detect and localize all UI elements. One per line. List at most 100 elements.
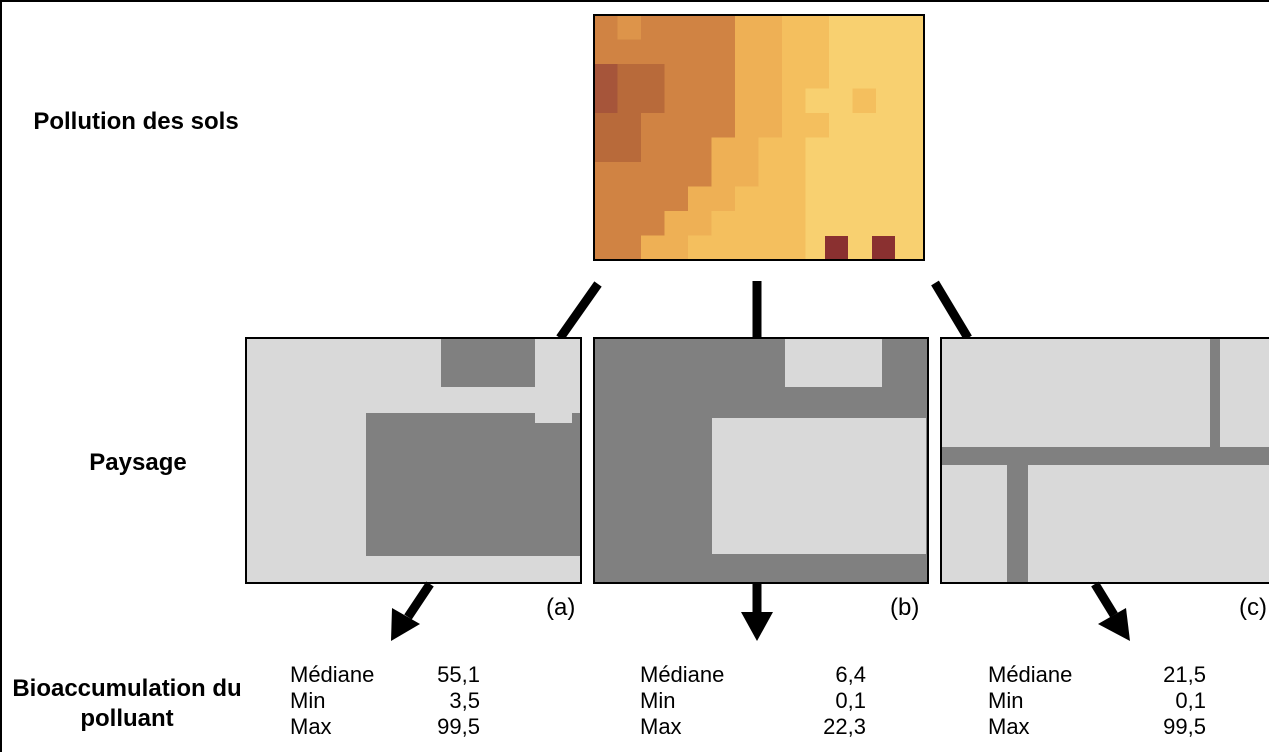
pollution-cell <box>641 186 666 212</box>
pollution-cell <box>829 186 854 212</box>
row-label-paysage: Paysage <box>89 449 187 476</box>
pollution-cell <box>852 39 877 65</box>
pollution-cell <box>688 162 713 188</box>
pollution-cell <box>735 211 760 237</box>
connector-line-a <box>556 281 602 341</box>
landscape-panel-b <box>593 337 929 584</box>
pollution-cell <box>758 162 783 188</box>
pollution-cell <box>758 137 783 163</box>
pollution-cell <box>617 211 642 237</box>
pollution-cell <box>641 162 666 188</box>
stat-label: Min <box>290 688 326 713</box>
pollution-cell <box>594 15 619 41</box>
pollution-cell <box>617 235 642 261</box>
pollution-cell <box>899 39 924 65</box>
pollution-cell <box>805 64 830 90</box>
pollution-cell <box>688 211 713 237</box>
pollution-cell <box>735 235 760 261</box>
pollution-cell <box>899 162 924 188</box>
pollution-cell <box>805 15 830 41</box>
pollution-cell <box>664 211 689 237</box>
stat-row-min: Min 3,5 <box>290 688 530 714</box>
pollution-cell <box>782 235 807 261</box>
pollution-cell <box>594 64 619 90</box>
pollution-cell <box>782 64 807 90</box>
panel-letter-c: (c) <box>1239 594 1267 621</box>
pollution-cell <box>711 162 736 188</box>
pollution-cell <box>664 39 689 65</box>
pollution-cell <box>594 162 619 188</box>
pollution-cell <box>852 64 877 90</box>
pollution-cell <box>594 39 619 65</box>
pollution-cell <box>805 211 830 237</box>
pollution-cell <box>617 39 642 65</box>
pollution-cell <box>594 137 619 163</box>
pollution-cell <box>664 137 689 163</box>
stat-label: Médiane <box>290 662 375 687</box>
pollution-cell <box>782 186 807 212</box>
stats-block-c: Médiane 21,5 Min 0,1 Max 99,5 <box>988 662 1228 740</box>
pollution-cell <box>688 64 713 90</box>
stat-row-min: Min 0,1 <box>988 688 1228 714</box>
stat-label: Médiane <box>988 662 1073 687</box>
pollution-cell <box>805 186 830 212</box>
pollution-cell <box>758 211 783 237</box>
pollution-hotspot <box>825 236 848 259</box>
pollution-cell <box>664 88 689 114</box>
pollution-cell <box>899 15 924 41</box>
pollution-cell <box>805 88 830 114</box>
pollution-cell <box>641 39 666 65</box>
pollution-cell <box>829 162 854 188</box>
pollution-map-border <box>593 14 925 261</box>
pollution-cell <box>711 186 736 212</box>
row-label-pollution: Pollution des sols <box>33 108 239 135</box>
pollution-cell <box>664 64 689 90</box>
landscape-panel-c <box>940 337 1269 584</box>
stat-row-median: Médiane 55,1 <box>290 662 530 688</box>
pollution-cell <box>782 162 807 188</box>
stat-value: 99,5 <box>1163 714 1206 739</box>
pollution-cell <box>852 88 877 114</box>
pollution-cell <box>735 64 760 90</box>
pollution-cell <box>852 137 877 163</box>
pollution-cell <box>594 88 619 114</box>
pollution-cell <box>876 15 901 41</box>
pollution-cell <box>617 64 642 90</box>
stat-row-median: Médiane 6,4 <box>640 662 880 688</box>
pollution-cell <box>735 137 760 163</box>
row-label-bioaccumulation: Bioaccumulation du polluant <box>12 675 242 732</box>
arrow-a <box>391 581 434 641</box>
stat-row-min: Min 0,1 <box>640 688 880 714</box>
stat-value: 99,5 <box>437 714 480 739</box>
pollution-cell <box>688 88 713 114</box>
pollution-cell <box>758 113 783 139</box>
pollution-cell <box>899 137 924 163</box>
pollution-cell <box>782 88 807 114</box>
pollution-cell <box>782 211 807 237</box>
pollution-cell <box>758 15 783 41</box>
pollution-cell <box>594 235 619 261</box>
pollution-cell <box>711 113 736 139</box>
pollution-cell <box>758 39 783 65</box>
pollution-cell <box>664 235 689 261</box>
panel-letter-b: (b) <box>890 594 920 621</box>
pollution-cell <box>735 15 760 41</box>
stat-value: 3,5 <box>449 688 480 713</box>
stat-label: Max <box>290 714 332 739</box>
stat-value: 55,1 <box>437 662 480 687</box>
pollution-cell <box>711 235 736 261</box>
arrow-c <box>1091 581 1130 641</box>
pollution-cell <box>876 39 901 65</box>
pollution-cell <box>852 211 877 237</box>
pollution-cell <box>829 88 854 114</box>
pollution-cell <box>617 162 642 188</box>
pollution-cell <box>641 235 666 261</box>
stat-label: Max <box>640 714 682 739</box>
pollution-cell <box>876 137 901 163</box>
pollution-cell <box>594 113 619 139</box>
pollution-cell <box>641 15 666 41</box>
pollution-cell <box>758 64 783 90</box>
pollution-cell <box>829 39 854 65</box>
pollution-cell <box>641 64 666 90</box>
